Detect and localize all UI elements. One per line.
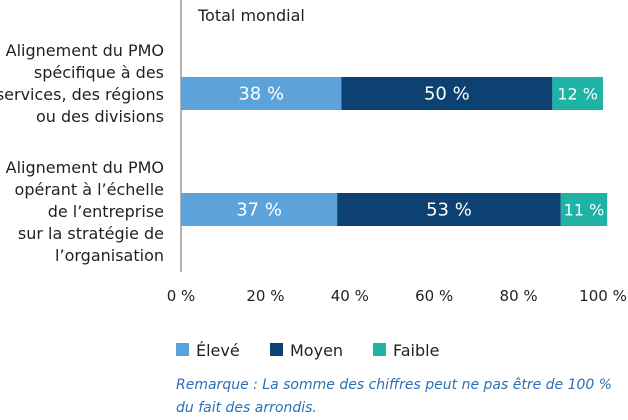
footnote: Remarque : La somme des chiffres peut ne… bbox=[176, 377, 613, 416]
bar-value-label: 11 % bbox=[564, 201, 605, 220]
bar-value-label: 50 % bbox=[424, 84, 470, 105]
bar-segment bbox=[341, 77, 553, 110]
legend-label: Faible bbox=[393, 341, 439, 360]
bar-segment bbox=[552, 77, 603, 110]
category-label: Alignement du PMO spécifique à des service… bbox=[0, 41, 164, 126]
bars: 38 % 50 % 12 % 37 % 53 % 11 % bbox=[181, 77, 608, 226]
bar-value-label: 37 % bbox=[236, 200, 282, 221]
legend-swatch bbox=[176, 343, 189, 356]
bar-segment bbox=[337, 193, 561, 226]
bar-value-label: 53 % bbox=[426, 200, 472, 221]
bar-value-label: 12 % bbox=[557, 85, 598, 104]
bar-segment bbox=[181, 77, 342, 110]
x-tick-label: 20 % bbox=[246, 287, 284, 305]
legend-label: Moyen bbox=[290, 341, 343, 360]
x-tick-label: 60 % bbox=[415, 287, 453, 305]
bar-segment bbox=[181, 193, 338, 226]
category-labels: Alignement du PMO spécifique à des service… bbox=[0, 41, 164, 265]
x-tick-label: 100 % bbox=[579, 287, 627, 305]
bar-value-label: 38 % bbox=[238, 84, 284, 105]
category-label: Alignement du PMO opérant à l’échelle de l… bbox=[6, 158, 164, 265]
x-tick-labels: 0 % 20 % 40 % 60 % 80 % 100 % bbox=[167, 287, 627, 305]
chart-title: Total mondial bbox=[197, 6, 305, 25]
legend-label: Élevé bbox=[196, 341, 240, 360]
x-tick-label: 0 % bbox=[167, 287, 196, 305]
legend-swatch bbox=[373, 343, 386, 356]
legend-swatch bbox=[270, 343, 283, 356]
x-tick-label: 40 % bbox=[331, 287, 369, 305]
legend: Élevé Moyen Faible bbox=[176, 341, 439, 360]
bar-segment bbox=[560, 193, 608, 226]
x-tick-label: 80 % bbox=[500, 287, 538, 305]
